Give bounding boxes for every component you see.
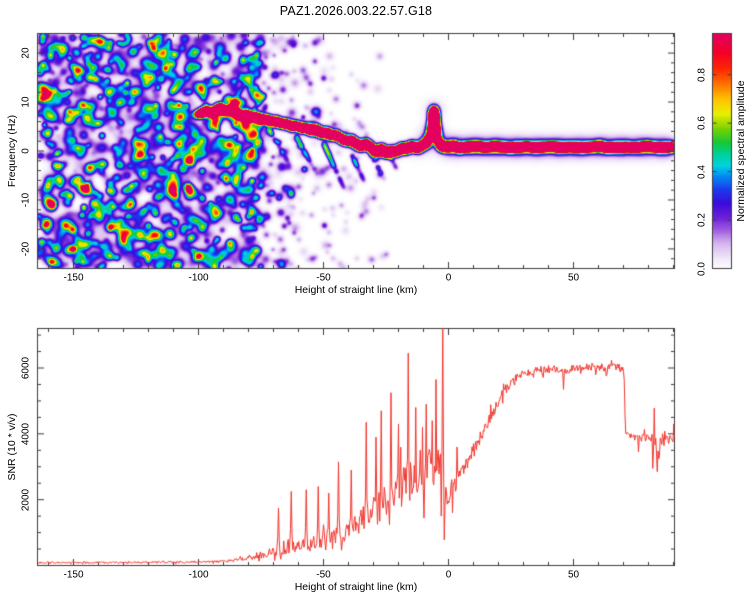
colorbar-tick-label: 0.6 xyxy=(696,116,708,131)
top-x-tick-label: 0 xyxy=(445,272,452,283)
bottom-y-axis-label: SNR (10 * v/v) xyxy=(6,413,18,481)
bottom-y-tick-label: 4000 xyxy=(20,422,32,445)
top-y-tick-label: 0 xyxy=(20,148,32,154)
colorbar-tick-label: 0.8 xyxy=(696,67,708,82)
colorbar-tick-label: 0.0 xyxy=(696,261,708,276)
colorbar-label: Normalized spectral amplitude xyxy=(735,80,747,222)
top-x-tick-label: -50 xyxy=(316,272,331,283)
colorbar-tick-label: 0.4 xyxy=(696,164,708,179)
top-x-axis-label: Height of straight line (km) xyxy=(294,284,418,296)
bottom-x-axis-label: Height of straight line (km) xyxy=(294,581,418,593)
top-x-tick-label: -100 xyxy=(188,272,209,283)
bottom-x-tick-label: -150 xyxy=(63,569,84,580)
bottom-x-tick-label: 50 xyxy=(567,569,580,580)
bottom-x-tick-label: 0 xyxy=(445,569,452,580)
colorbar-tick-label: 0.2 xyxy=(696,213,708,227)
top-y-tick-label: 20 xyxy=(20,47,32,59)
top-x-tick-label: -150 xyxy=(63,272,84,283)
page-title: PAZ1.2026.003.22.57.G18 xyxy=(279,4,433,18)
top-y-tick-label: -20 xyxy=(20,241,32,257)
bottom-y-tick-label: 2000 xyxy=(20,488,32,511)
top-x-tick-label: 50 xyxy=(567,272,580,283)
top-y-axis-label: Frequency (Hz) xyxy=(6,114,18,188)
bottom-x-tick-label: -50 xyxy=(316,569,331,580)
bottom-y-tick-label: 6000 xyxy=(20,356,32,380)
bottom-x-tick-label: -100 xyxy=(188,569,209,580)
top-y-tick-label: -10 xyxy=(20,192,32,208)
top-y-tick-label: 10 xyxy=(20,96,32,108)
